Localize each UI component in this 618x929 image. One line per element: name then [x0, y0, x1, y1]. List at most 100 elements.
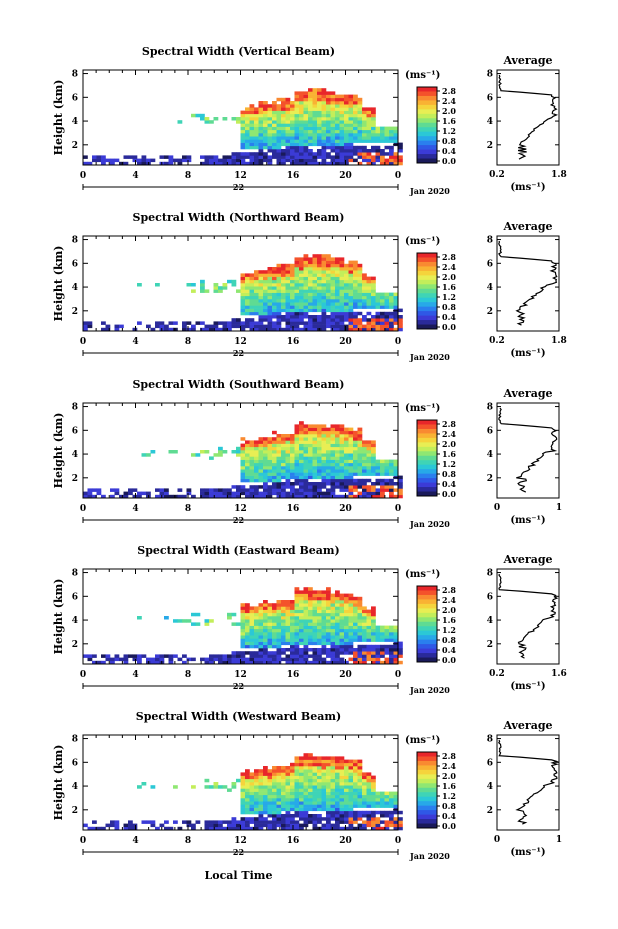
heatmap-cell — [254, 628, 259, 633]
heatmap-cell — [281, 279, 286, 284]
heatmap-cell — [330, 488, 336, 492]
heatmap-cell — [276, 327, 282, 332]
heatmap-cell — [281, 804, 286, 808]
heatmap-cell — [267, 462, 273, 467]
heatmap-cell — [299, 270, 304, 274]
heatmap-cell — [236, 158, 241, 163]
heatmap-cell — [285, 327, 291, 332]
heatmap-cell — [335, 590, 340, 594]
heatmap-cell — [326, 260, 331, 265]
heatmap-cell — [290, 139, 295, 143]
heatmap-cell — [267, 635, 273, 639]
heatmap-cell — [321, 593, 327, 598]
heatmap-cell — [321, 450, 327, 454]
heatmap-cell — [299, 276, 304, 281]
colorbar-swatch — [417, 603, 437, 609]
avg-x-label: (ms⁻¹) — [510, 515, 545, 526]
heatmap-cell — [209, 456, 214, 460]
heatmap-cell — [380, 810, 385, 815]
colorbar-swatch — [417, 464, 437, 470]
heatmap-cell — [348, 101, 354, 105]
heatmap-cell — [245, 475, 250, 480]
heatmap-cell — [227, 788, 232, 792]
heatmap-cell — [240, 619, 246, 623]
day-label: 22 — [233, 182, 244, 192]
heatmap-cell — [375, 654, 381, 658]
heatmap-cell — [357, 628, 363, 633]
heatmap-cell — [249, 660, 255, 665]
heatmap-cell — [330, 158, 336, 163]
heatmap-cell — [240, 273, 246, 277]
heatmap-cell — [290, 820, 295, 824]
heatmap-cell — [330, 648, 336, 652]
heatmap-cell — [348, 459, 354, 464]
heatmap-cell — [303, 491, 309, 496]
heatmap-cell — [339, 648, 345, 652]
heatmap-cell — [218, 494, 223, 499]
heatmap-cell — [240, 110, 246, 115]
colorbar-swatch — [417, 626, 437, 632]
heatmap-cell — [380, 466, 385, 470]
heatmap-cell — [123, 654, 129, 658]
heatmap-cell — [330, 766, 336, 770]
heatmap-cell — [339, 459, 345, 464]
heatmap-cell — [339, 149, 345, 153]
heatmap-cell — [330, 279, 336, 284]
y-tick-label: 6 — [72, 592, 78, 602]
heatmap-cell — [200, 155, 205, 159]
heatmap-cell — [398, 478, 403, 483]
heatmap-cell — [366, 311, 372, 316]
heatmap-cell — [249, 289, 255, 293]
heatmap-cell — [290, 158, 295, 163]
heatmap-cell — [146, 491, 151, 496]
heatmap-cell — [267, 450, 273, 454]
heatmap-cell — [285, 126, 291, 131]
heatmap-cell — [267, 273, 273, 277]
heatmap-cell — [335, 472, 340, 476]
heatmap-cell — [326, 450, 331, 454]
heatmap-cell — [357, 327, 363, 332]
heatmap-cell — [258, 289, 264, 293]
heatmap-cell — [353, 466, 358, 470]
heatmap-cell — [389, 823, 394, 828]
heatmap-cell — [362, 814, 367, 818]
heatmap-cell — [393, 462, 399, 467]
colorbar-swatch — [417, 306, 437, 312]
heatmap-cell — [258, 625, 264, 630]
heatmap-cell — [330, 129, 336, 134]
heatmap-cell — [339, 120, 345, 124]
heatmap-cell — [344, 446, 349, 451]
heatmap-cell — [335, 101, 340, 105]
heatmap-cell — [366, 321, 372, 325]
heatmap-cell — [258, 286, 264, 290]
heatmap-cell — [344, 117, 349, 121]
heatmap-cell — [344, 149, 349, 153]
heatmap-cell — [362, 609, 367, 614]
heatmap-cell — [335, 766, 340, 770]
x-tick-label: 8 — [185, 504, 191, 514]
heatmap-cell — [321, 315, 327, 319]
heatmap-cell — [335, 782, 340, 786]
heatmap-cell — [348, 482, 354, 486]
heatmap-cell — [317, 149, 322, 153]
colorbar-swatch — [417, 769, 437, 775]
heatmap-cell — [276, 129, 282, 134]
heatmap-cell — [267, 276, 273, 281]
heatmap-cell — [312, 286, 318, 290]
avg-x-label: (ms⁻¹) — [510, 847, 545, 858]
heatmap-cell — [159, 488, 165, 492]
x-tick-label: 20 — [339, 504, 352, 514]
heatmap-cell — [353, 321, 358, 325]
heatmap-cell — [267, 120, 273, 124]
heatmap-cell — [303, 152, 309, 156]
heatmap-cell — [209, 155, 214, 159]
heatmap-cell — [312, 267, 318, 271]
heatmap-cell — [249, 286, 255, 290]
heatmap-cell — [281, 612, 286, 617]
heatmap-cell — [231, 152, 237, 156]
heatmap-cell — [276, 263, 282, 268]
heatmap-cell — [249, 622, 255, 626]
heatmap-cell — [303, 482, 309, 486]
heatmap-cell — [155, 283, 160, 287]
heatmap-cell — [177, 488, 183, 492]
